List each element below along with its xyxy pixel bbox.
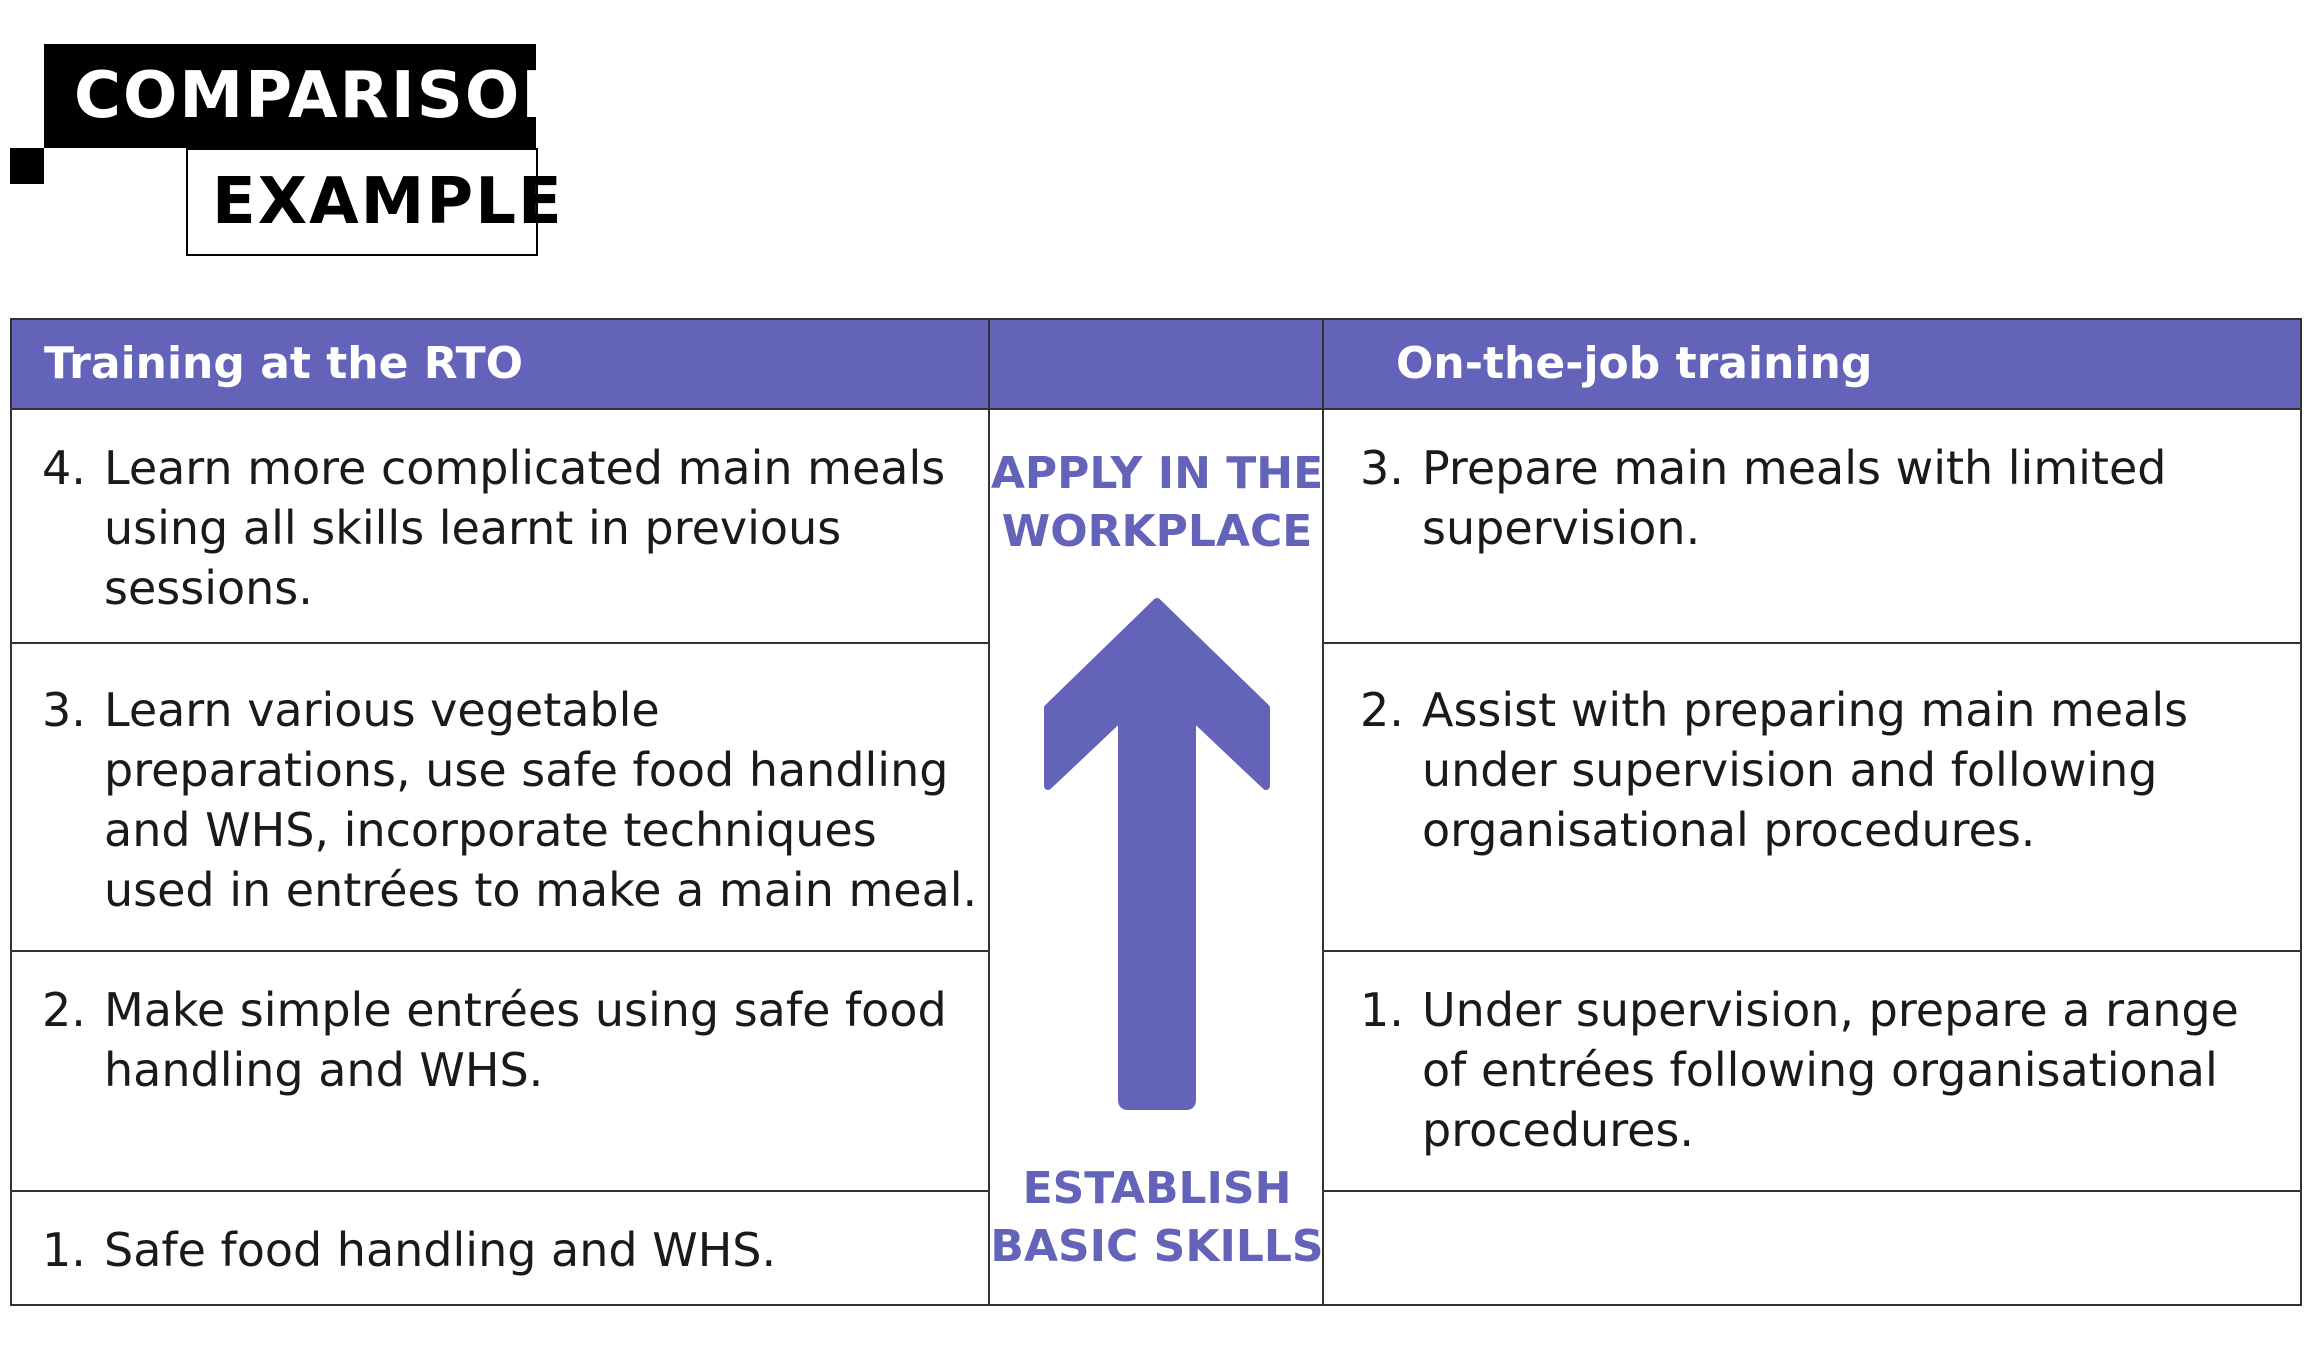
row-text-line: preparations, use safe food handling (104, 743, 949, 797)
row-divider (10, 950, 990, 952)
row-number: 3. (42, 683, 86, 737)
row-number: 4. (42, 441, 86, 495)
row-text-line: handling and WHS. (104, 1043, 544, 1097)
row-text-line: Under supervision, prepare a range (1422, 983, 2239, 1037)
row-number: 1. (1360, 983, 1404, 1037)
title-line2: EXAMPLE (212, 165, 564, 239)
row-number: 1. (42, 1223, 86, 1277)
row-text-line: Prepare main meals with limited (1422, 441, 2167, 495)
row-text-line: Make simple entrées using safe food (104, 983, 947, 1037)
row-number: 2. (42, 983, 86, 1037)
row-divider (1322, 642, 2302, 644)
row-divider (1322, 1190, 2302, 1192)
row-text-line: Learn more complicated main meals (104, 441, 946, 495)
row-number: 2. (1360, 683, 1404, 737)
row-text-line: used in entrées to make a main meal. (104, 863, 978, 917)
row-divider (1322, 950, 2302, 952)
left-column-header: Training at the RTO (44, 338, 524, 389)
row-text-line: under supervision and following (1422, 743, 2158, 797)
row-text-line: sessions. (104, 561, 313, 615)
row-text-line: organisational procedures. (1422, 803, 2036, 857)
subtitle-box: EXAMPLE (186, 148, 562, 256)
row-text-line: Learn various vegetable (104, 683, 660, 737)
title-line1: COMPARISON (74, 59, 577, 133)
row-number: 3. (1360, 441, 1404, 495)
row-text-line: procedures. (1422, 1103, 1694, 1157)
row-text-line: using all skills learnt in previous (104, 501, 842, 555)
title-box: COMPARISON (44, 44, 575, 148)
row-text-line: and WHS, incorporate techniques (104, 803, 877, 857)
row-text-line: of entrées following organisational (1422, 1043, 2218, 1097)
column-divider-right (1322, 318, 1324, 1306)
row-divider (10, 642, 990, 644)
middle-bottom-label: ESTABLISH BASIC SKILLS (990, 1163, 1324, 1272)
decorative-square (10, 148, 44, 184)
row-divider (10, 1190, 990, 1192)
up-arrow-icon (1044, 598, 1270, 1110)
row-text-line: supervision. (1422, 501, 1701, 555)
middle-top-label: APPLY IN THE WORKPLACE (990, 448, 1324, 557)
row-text-line: Assist with preparing main meals (1422, 683, 2189, 737)
row-text-line: Safe food handling and WHS. (104, 1223, 777, 1277)
right-column-header: On-the-job training (1396, 338, 1873, 389)
column-divider-left (988, 318, 990, 1306)
comparison-table (10, 318, 2302, 1306)
